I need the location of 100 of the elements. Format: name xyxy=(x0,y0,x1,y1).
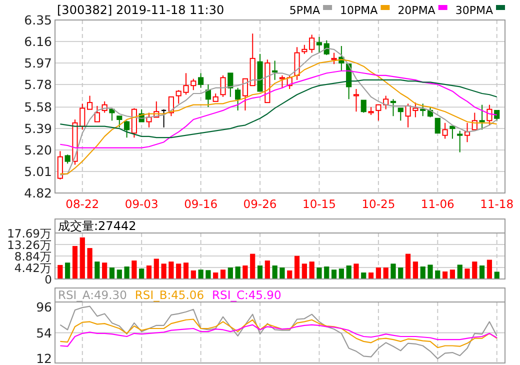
bar xyxy=(183,262,189,280)
bar xyxy=(420,266,426,280)
legend-label: 20PMA xyxy=(398,4,436,17)
candlestick xyxy=(457,130,463,153)
candlestick xyxy=(228,72,234,98)
y-tick-label: 96 xyxy=(36,299,52,314)
y-tick-label: 6.16 xyxy=(24,34,52,49)
y-tick-label: 5.01 xyxy=(24,164,52,180)
bar xyxy=(250,254,256,280)
bar xyxy=(161,264,166,280)
candlestick xyxy=(302,44,308,54)
legend-label: 30PMA xyxy=(455,4,494,17)
series-label: RSI_B:45.06 xyxy=(134,288,204,302)
bar xyxy=(390,264,396,280)
bar xyxy=(428,264,433,280)
bar xyxy=(139,268,144,280)
bar xyxy=(257,265,263,280)
bar xyxy=(486,260,492,280)
bar xyxy=(338,268,344,280)
candlestick xyxy=(109,108,115,122)
y-tick-label: 4.82 xyxy=(24,186,52,200)
bar xyxy=(206,270,211,280)
candlestick xyxy=(131,108,137,138)
bar xyxy=(346,265,352,280)
bar xyxy=(109,268,115,280)
legend-label: 10PMA xyxy=(340,4,378,17)
x-tick-label: 10-15 xyxy=(302,197,336,211)
bar xyxy=(80,237,85,280)
candlestick xyxy=(360,100,366,114)
candlestick xyxy=(86,95,93,110)
bar xyxy=(168,262,174,280)
line-series xyxy=(60,306,498,360)
bar xyxy=(124,266,130,280)
bar xyxy=(264,260,270,280)
bar xyxy=(65,262,70,280)
bar xyxy=(406,254,411,280)
x-tick-label: 10-25 xyxy=(362,197,396,211)
candlestick xyxy=(390,98,396,117)
candlestick xyxy=(464,122,470,143)
candlestick xyxy=(279,74,286,88)
candlestick xyxy=(198,72,204,88)
candlestick xyxy=(116,116,122,128)
bar xyxy=(87,248,92,280)
candlestick xyxy=(316,36,322,54)
bar xyxy=(494,272,500,280)
bar xyxy=(324,266,330,280)
x-tick-label: 09-03 xyxy=(124,197,158,211)
candlestick xyxy=(64,154,70,164)
candlestick xyxy=(442,122,448,140)
candlestick xyxy=(124,120,130,138)
y-tick-label: 5.39 xyxy=(24,121,52,136)
bar xyxy=(331,270,337,280)
bar xyxy=(146,265,152,280)
y-tick-label: 5.20 xyxy=(24,142,52,158)
candlestick xyxy=(324,40,330,56)
bar xyxy=(242,265,248,280)
legend-label: 5PMA xyxy=(289,4,320,17)
bar xyxy=(228,268,233,280)
candlestick xyxy=(205,84,211,108)
candlestick xyxy=(272,60,278,80)
bar xyxy=(94,262,100,280)
line-series xyxy=(60,318,498,348)
bar xyxy=(220,270,226,280)
y-tick-label: 54 xyxy=(36,325,52,340)
bar xyxy=(354,264,359,280)
chart-title: [300382] 2019-11-18 11:30 xyxy=(57,3,224,17)
candlestick xyxy=(146,112,152,128)
candlestick xyxy=(294,46,300,80)
candlestick xyxy=(242,78,248,111)
bar xyxy=(383,268,388,280)
text: RSI_C:45.90 xyxy=(212,288,282,302)
candlestick xyxy=(235,87,241,111)
bar xyxy=(116,270,122,280)
bar xyxy=(294,256,300,280)
x-tick-label: 11-18 xyxy=(480,197,514,211)
y-tick-label: 6.35 xyxy=(24,12,52,28)
candlestick xyxy=(376,104,382,122)
bar xyxy=(457,264,462,280)
candlestick xyxy=(220,74,226,98)
candlestick xyxy=(94,105,100,122)
bar xyxy=(412,262,418,280)
y-tick-label: 13.26万 xyxy=(7,238,52,252)
bar xyxy=(472,262,478,280)
bar xyxy=(302,264,307,280)
candlestick xyxy=(309,34,315,54)
y-tick-label: 5.78 xyxy=(24,76,52,92)
y-tick-label: 5.97 xyxy=(24,55,52,70)
candlestick xyxy=(353,88,360,112)
bar xyxy=(198,270,204,280)
y-tick-label: 8.84万 xyxy=(14,250,52,264)
chart-title: 成交量:27442 xyxy=(58,219,136,233)
x-tick-label: 08-22 xyxy=(66,197,100,211)
candlestick xyxy=(434,118,440,134)
x-tick-label: 09-16 xyxy=(184,197,218,211)
bar xyxy=(398,268,404,280)
x-tick-label: 09-26 xyxy=(243,197,277,211)
candlestick xyxy=(479,104,485,130)
y-tick-label: 5.58 xyxy=(24,100,52,115)
y-tick-label: 12 xyxy=(36,351,52,365)
bar xyxy=(435,270,440,280)
